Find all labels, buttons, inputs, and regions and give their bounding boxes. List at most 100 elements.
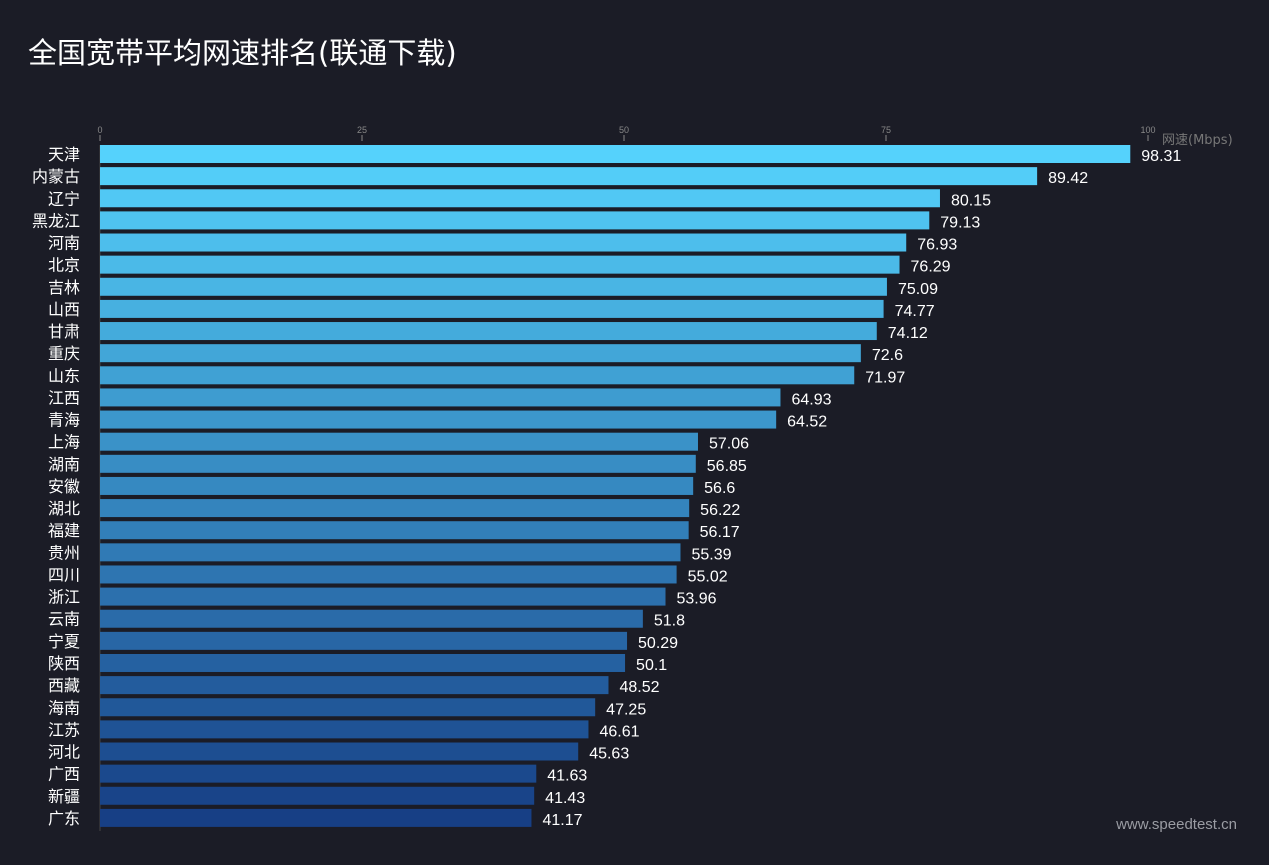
category-label: 宁夏 bbox=[48, 632, 80, 651]
bar bbox=[100, 255, 900, 274]
bar bbox=[100, 521, 689, 540]
category-label: 内蒙古 bbox=[32, 167, 80, 186]
bar bbox=[100, 565, 677, 584]
category-label: 湖北 bbox=[48, 499, 80, 518]
watermark: www.speedtest.cn bbox=[1116, 816, 1237, 833]
category-label: 甘肃 bbox=[48, 322, 80, 341]
bar bbox=[100, 233, 907, 252]
value-label: 74.77 bbox=[895, 303, 935, 320]
category-label: 上海 bbox=[48, 433, 80, 452]
category-label: 四川 bbox=[48, 565, 80, 584]
category-label: 福建 bbox=[48, 521, 80, 540]
category-label: 山西 bbox=[48, 300, 80, 319]
value-label: 41.43 bbox=[545, 790, 585, 807]
value-label: 57.06 bbox=[709, 436, 749, 453]
value-label: 45.63 bbox=[589, 746, 629, 763]
bar bbox=[100, 454, 696, 473]
category-label: 广东 bbox=[48, 809, 80, 828]
bar bbox=[100, 322, 877, 341]
x-tick-label: 100 bbox=[1140, 125, 1155, 135]
category-label: 安徽 bbox=[48, 477, 80, 496]
bar bbox=[100, 277, 887, 296]
value-label: 64.52 bbox=[787, 414, 827, 431]
category-label: 新疆 bbox=[48, 787, 80, 806]
value-label: 41.63 bbox=[547, 768, 587, 785]
value-label: 46.61 bbox=[599, 723, 639, 740]
bar bbox=[100, 653, 626, 672]
bar bbox=[100, 742, 579, 761]
value-label: 56.22 bbox=[700, 502, 740, 519]
bar bbox=[100, 189, 940, 208]
value-label: 89.42 bbox=[1048, 170, 1088, 187]
bar bbox=[100, 366, 855, 385]
value-label: 74.12 bbox=[888, 325, 928, 342]
category-label: 重庆 bbox=[48, 344, 80, 363]
category-label: 天津 bbox=[48, 145, 80, 164]
category-label: 河北 bbox=[48, 743, 80, 762]
value-label: 56.17 bbox=[700, 524, 740, 541]
value-label: 55.02 bbox=[688, 568, 728, 585]
bar bbox=[100, 609, 643, 628]
x-tick-label: 0 bbox=[97, 125, 102, 135]
category-label: 北京 bbox=[48, 256, 80, 275]
category-label: 河南 bbox=[48, 234, 80, 253]
value-label: 98.31 bbox=[1141, 148, 1181, 165]
bar bbox=[100, 211, 930, 230]
category-label: 西藏 bbox=[48, 676, 80, 695]
bar bbox=[100, 587, 666, 606]
value-label: 51.8 bbox=[654, 613, 685, 630]
bar bbox=[100, 432, 698, 451]
bar bbox=[100, 631, 628, 650]
bar bbox=[100, 786, 535, 805]
bar bbox=[100, 543, 681, 562]
category-label: 海南 bbox=[48, 698, 80, 717]
category-label: 辽宁 bbox=[48, 189, 80, 208]
bar bbox=[100, 676, 609, 695]
x-tick-label: 50 bbox=[619, 125, 629, 135]
value-label: 56.6 bbox=[704, 480, 735, 497]
value-label: 41.17 bbox=[542, 812, 582, 829]
category-label: 云南 bbox=[48, 610, 80, 629]
value-label: 79.13 bbox=[940, 214, 980, 231]
bar bbox=[100, 388, 781, 407]
category-label: 浙江 bbox=[48, 588, 80, 607]
category-label: 吉林 bbox=[48, 278, 80, 297]
x-tick-label: 25 bbox=[357, 125, 367, 135]
category-label: 江苏 bbox=[48, 720, 80, 739]
value-label: 75.09 bbox=[898, 281, 938, 298]
bar bbox=[100, 299, 884, 318]
x-tick-label: 75 bbox=[881, 125, 891, 135]
category-label: 青海 bbox=[48, 411, 80, 430]
value-label: 48.52 bbox=[619, 679, 659, 696]
bar bbox=[100, 145, 1131, 163]
bar bbox=[100, 499, 690, 518]
value-label: 56.85 bbox=[707, 458, 747, 475]
value-label: 50.29 bbox=[638, 635, 678, 652]
bar bbox=[100, 476, 694, 495]
value-label: 55.39 bbox=[691, 546, 731, 563]
bar bbox=[100, 344, 861, 363]
bar bbox=[100, 720, 589, 739]
category-label: 山东 bbox=[48, 366, 80, 385]
chart-title: 全国宽带平均网速排名(联通下载) bbox=[28, 36, 457, 70]
bar bbox=[100, 167, 1038, 186]
x-axis-label: 网速(Mbps) bbox=[1162, 133, 1233, 148]
category-label: 陕西 bbox=[48, 654, 80, 673]
bar bbox=[100, 808, 532, 827]
value-label: 50.1 bbox=[636, 657, 667, 674]
category-label: 湖南 bbox=[48, 455, 80, 474]
bar bbox=[100, 410, 777, 429]
value-label: 64.93 bbox=[791, 391, 831, 408]
category-label: 江西 bbox=[48, 388, 80, 407]
bar bbox=[100, 764, 537, 783]
value-label: 53.96 bbox=[677, 591, 717, 608]
category-label: 贵州 bbox=[48, 543, 80, 562]
value-label: 72.6 bbox=[872, 347, 903, 364]
category-label: 黑龙江 bbox=[32, 211, 80, 230]
category-label: 广西 bbox=[48, 765, 80, 784]
value-label: 71.97 bbox=[865, 369, 905, 386]
bar bbox=[100, 698, 596, 717]
value-label: 80.15 bbox=[951, 192, 991, 209]
value-label: 76.29 bbox=[911, 259, 951, 276]
